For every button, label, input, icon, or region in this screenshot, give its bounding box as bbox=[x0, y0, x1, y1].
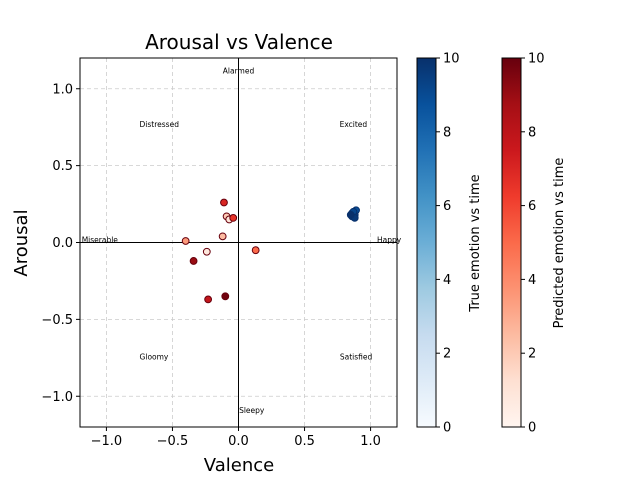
colorbar-tick-label-0-0: 0 bbox=[443, 421, 451, 436]
colorbar-tick-label-1-4: 8 bbox=[528, 125, 536, 140]
predicted-emotion-point-4 bbox=[221, 292, 230, 301]
y-tick-label-3: 0.5 bbox=[52, 159, 73, 174]
x-tick-label-1: −0.5 bbox=[157, 434, 189, 449]
zero-axis-lines bbox=[80, 58, 397, 427]
colorbar-tick-label-1-1: 2 bbox=[528, 347, 536, 362]
colorbar-tick-label-1-5: 10 bbox=[528, 52, 545, 67]
y-axis-label: Arousal bbox=[11, 209, 32, 276]
annotation-alarmed: Alarmed bbox=[223, 66, 255, 75]
colorbar-tick-label-0-4: 8 bbox=[443, 125, 451, 140]
colorbar-true-gradient bbox=[416, 57, 437, 428]
annotation-distressed: Distressed bbox=[140, 120, 180, 129]
colorbar-tick-label-0-2: 4 bbox=[443, 273, 451, 288]
colorbar-true-emotion: 0 2 4 6 8 10 True emotion vs time bbox=[416, 52, 483, 436]
colorbar-tick-label-0-3: 6 bbox=[443, 199, 451, 214]
predicted-emotion-point-10 bbox=[251, 246, 260, 255]
annotation-sleepy: Sleepy bbox=[239, 406, 265, 415]
predicted-emotion-point-3 bbox=[204, 295, 213, 304]
chart-title: Arousal vs Valence bbox=[145, 30, 333, 54]
annotation-miserable: Miserable bbox=[82, 235, 119, 244]
colorbar-predicted-ticks: 0 2 4 6 8 10 bbox=[521, 52, 545, 436]
annotation-happy: Happy bbox=[377, 235, 402, 244]
colorbar-tick-label-0-5: 10 bbox=[443, 52, 460, 67]
y-tick-label-1: −0.5 bbox=[41, 313, 73, 328]
true-emotion-point-6 bbox=[346, 210, 355, 219]
colorbar-tick-label-1-0: 0 bbox=[528, 421, 536, 436]
y-tick-label-0: −1.0 bbox=[41, 390, 73, 405]
x-axis-label: Valence bbox=[204, 455, 274, 476]
y-tick-label-4: 1.0 bbox=[52, 82, 73, 97]
predicted-emotion-point-2 bbox=[189, 257, 198, 265]
annotation-gloomy: Gloomy bbox=[140, 352, 169, 361]
colorbar-tick-label-1-3: 6 bbox=[528, 199, 536, 214]
colorbar-predicted-label: Predicted emotion vs time bbox=[552, 158, 567, 329]
colorbar-true-label: True emotion vs time bbox=[468, 174, 483, 312]
x-tick-label-0: −1.0 bbox=[91, 434, 123, 449]
predicted-emotion-point-6 bbox=[218, 232, 227, 241]
quadrant-annotations: Alarmed Distressed Excited Miserable Happy Gl… bbox=[82, 66, 402, 415]
y-tick-label-2: 0.0 bbox=[52, 236, 73, 251]
predicted-emotion-point-1 bbox=[202, 247, 211, 256]
colorbar-predicted-emotion: 0 2 4 6 8 10 Predicted emotion vs time bbox=[501, 52, 567, 436]
predicted-emotion-point-0 bbox=[181, 237, 190, 245]
predicted-emotion-point-9 bbox=[229, 214, 238, 222]
x-tick-label-4: 1.0 bbox=[360, 434, 381, 449]
x-axis-ticks: −1.0 −0.5 0.0 0.5 1.0 bbox=[91, 427, 381, 449]
colorbar-tick-label-0-1: 2 bbox=[443, 347, 451, 362]
colorbar-true-ticks: 0 2 4 6 8 10 bbox=[436, 52, 460, 436]
annotation-excited: Excited bbox=[340, 120, 368, 129]
x-tick-label-3: 0.5 bbox=[294, 434, 315, 449]
scatter-points bbox=[181, 198, 360, 304]
annotation-satisfied: Satisfied bbox=[340, 352, 373, 361]
colorbar-predicted-gradient bbox=[501, 57, 522, 428]
x-tick-label-2: 0.0 bbox=[228, 434, 249, 449]
y-axis-ticks: −1.0 −0.5 0.0 0.5 1.0 bbox=[41, 82, 80, 405]
predicted-emotion-point-5 bbox=[220, 198, 228, 207]
colorbar-tick-label-1-2: 4 bbox=[528, 273, 536, 288]
